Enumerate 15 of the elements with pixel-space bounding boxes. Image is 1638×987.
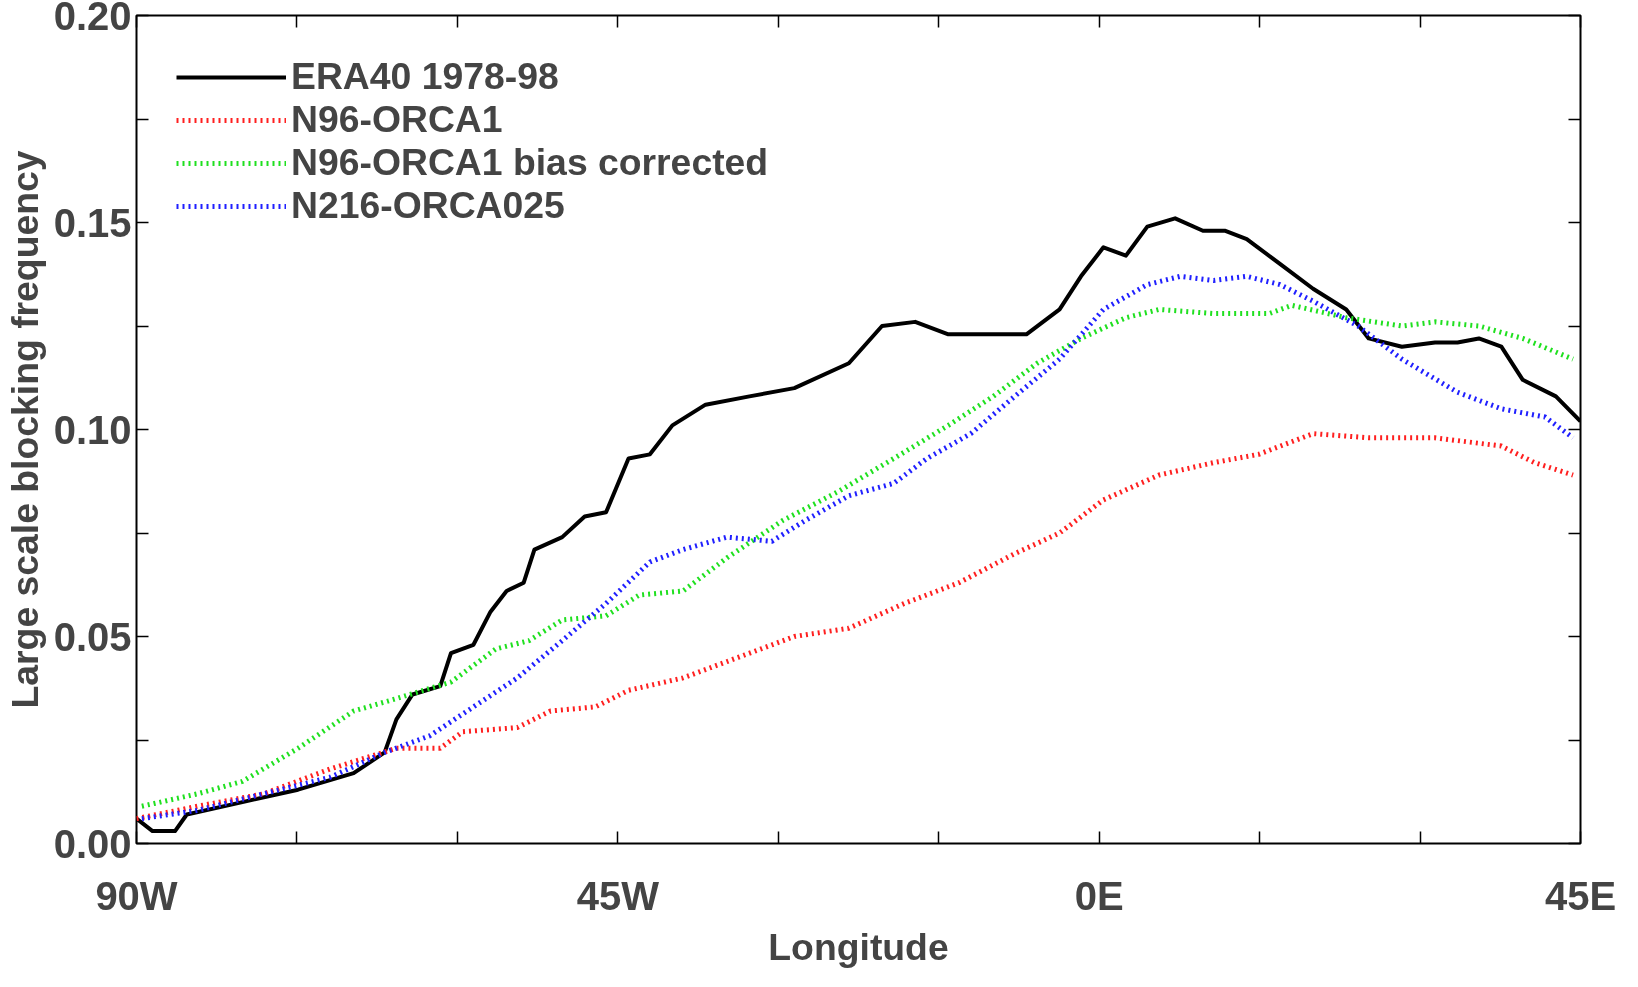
x-axis-title: Longitude (768, 925, 949, 968)
x-tick-label: 45W (576, 873, 660, 918)
x-tick-label: 90W (95, 873, 178, 918)
y-tick-label: 0.05 (53, 614, 132, 659)
x-tick-label: 0E (1074, 873, 1124, 918)
y-tick-label: 0.00 (53, 821, 132, 866)
legend-label: ERA40 1978-98 (291, 55, 559, 98)
y-tick-label: 0.20 (53, 0, 132, 38)
legend-label: N96-ORCA1 (291, 98, 503, 141)
legend-label: N96-ORCA1 bias corrected (291, 141, 769, 184)
x-tick-label: 45E (1544, 873, 1617, 918)
y-axis-title: Large scale blocking frequency (3, 150, 46, 709)
y-tick-label: 0.15 (53, 200, 132, 245)
legend-label: N216-ORCA025 (291, 184, 565, 227)
y-tick-label: 0.10 (53, 407, 132, 452)
